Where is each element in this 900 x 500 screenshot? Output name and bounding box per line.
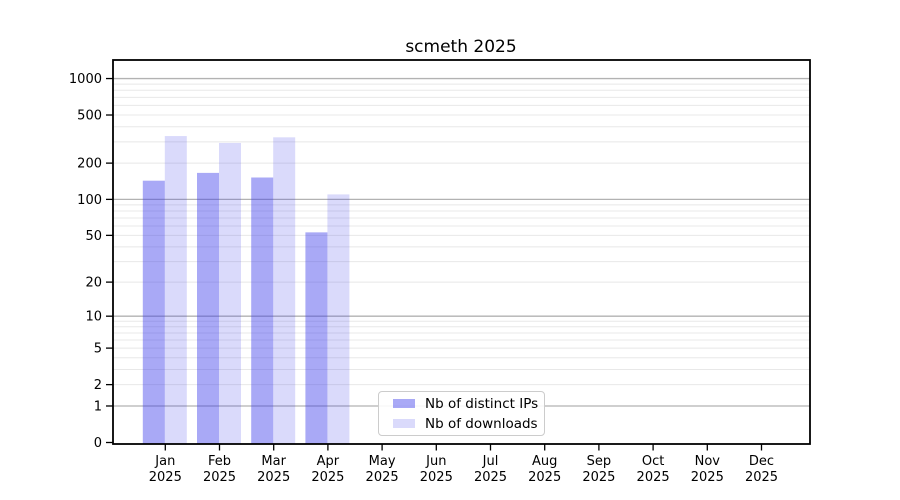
y-tick-label-50: 50 [85,229,102,244]
bar-nb-of-downloads-mar [273,137,296,444]
legend: Nb of distinct IPs Nb of downloads [378,391,545,436]
plot-border [112,59,811,445]
x-tick-label-month-dec: Dec [749,454,774,469]
x-tick-label-year-jan: 2025 [149,470,182,485]
x-tick-label-month-jun: Jun [425,454,446,469]
x-tick-label-year-sep: 2025 [582,470,615,485]
y-tick-label-500: 500 [77,109,102,124]
x-tick-label-month-jan: Jan [154,454,175,469]
y-tick-label-100: 100 [77,193,102,208]
x-tick-label-year-nov: 2025 [691,470,724,485]
legend-item-downloads: Nb of downloads [387,415,538,432]
chart-title: scmeth 2025 [405,37,516,57]
y-axis-ticks [106,77,113,444]
minor-gridlines [113,83,810,386]
y-tick-label-2: 2 [94,378,102,393]
bar-nb-of-distinct-ips-jan [142,180,165,445]
y-tick-label-10: 10 [85,310,102,325]
x-tick-label-month-may: May [369,454,396,469]
x-tick-label-year-oct: 2025 [637,470,670,485]
y-tick-label-0: 0 [94,436,102,451]
y-tick-label-200: 200 [77,157,102,172]
bar-nb-of-distinct-ips-apr [305,232,328,444]
bar-nb-of-downloads-jan [164,136,187,444]
x-tick-label-month-feb: Feb [208,454,231,469]
bars [142,136,350,445]
legend-swatch-downloads [393,419,415,428]
y-tick-label-1: 1 [94,399,102,414]
x-axis-ticks [164,444,763,451]
x-tick-label-year-feb: 2025 [203,470,236,485]
y-tick-labels: 0 1 2 5 10 20 50 100 200 500 1000 [69,72,102,451]
y-tick-label-20: 20 [85,276,102,291]
y-tick-label-1000: 1000 [69,72,102,87]
x-tick-labels: Jan2025Feb2025Mar2025Apr2025May2025Jun20… [149,454,778,485]
x-tick-label-month-jul: Jul [482,454,499,469]
x-tick-label-year-aug: 2025 [528,470,561,485]
bar-nb-of-distinct-ips-mar [251,177,274,444]
x-tick-label-month-sep: Sep [587,454,612,469]
x-tick-label-year-apr: 2025 [311,470,344,485]
axes-spines [112,59,811,445]
x-tick-label-year-jun: 2025 [420,470,453,485]
x-tick-label-month-aug: Aug [532,454,557,469]
x-tick-label-month-mar: Mar [261,454,286,469]
x-tick-label-month-oct: Oct [642,454,664,469]
legend-label-distinct-ips: Nb of distinct IPs [425,395,539,412]
bar-nb-of-distinct-ips-feb [197,172,219,444]
x-tick-label-year-mar: 2025 [257,470,290,485]
legend-label-downloads: Nb of downloads [425,415,538,432]
legend-swatch-distinct-ips [393,399,415,408]
bar-nb-of-downloads-apr [327,194,350,444]
x-tick-label-year-dec: 2025 [745,470,778,485]
x-tick-label-year-jul: 2025 [474,470,507,485]
y-tick-label-5: 5 [94,342,102,357]
x-tick-label-year-may: 2025 [366,470,399,485]
x-tick-label-month-apr: Apr [317,454,340,469]
bar-nb-of-downloads-feb [219,142,241,444]
legend-item-distinct-ips: Nb of distinct IPs [387,395,539,412]
x-tick-label-month-nov: Nov [695,454,721,469]
